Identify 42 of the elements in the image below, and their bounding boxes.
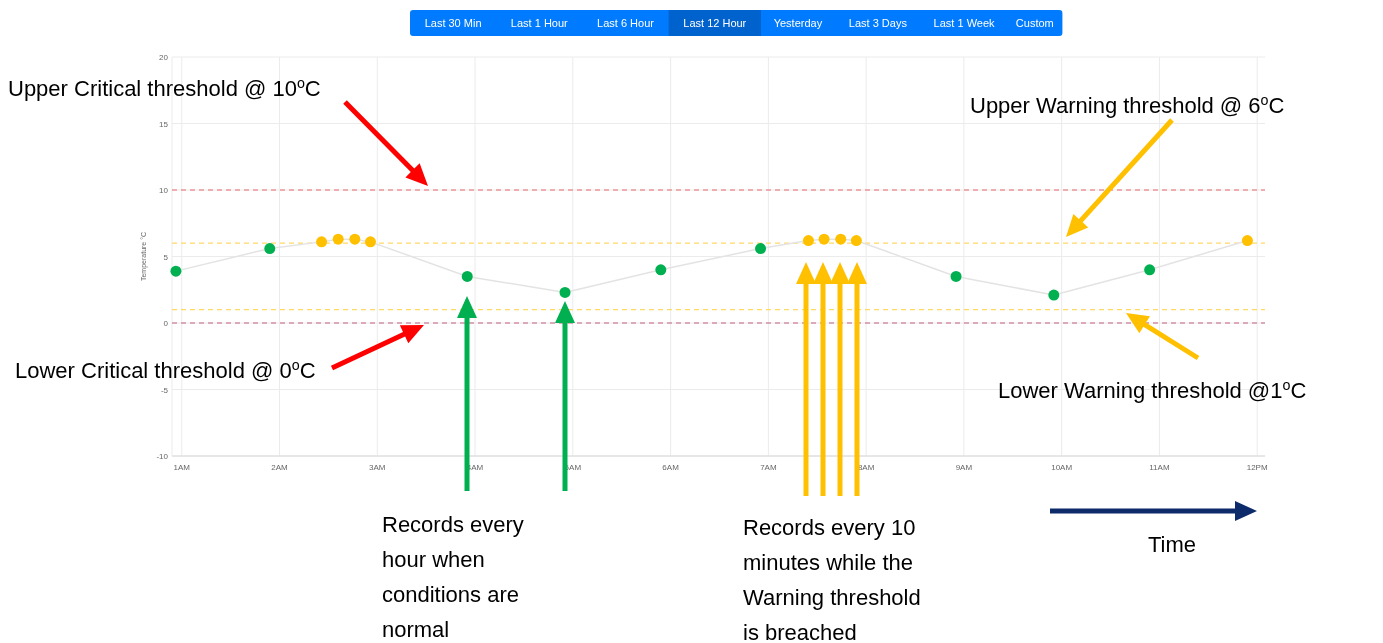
text: Time: [1148, 532, 1197, 557]
y-tick-label: 10: [159, 186, 169, 195]
x-tick-label: 9AM: [955, 463, 973, 472]
point: [170, 265, 182, 277]
y-tick-label: 15: [159, 119, 169, 129]
point: [559, 286, 571, 298]
x-tick-label: 1AM: [173, 463, 191, 472]
y-tick-label: 0: [163, 319, 169, 328]
y-tick-label: 20: [159, 53, 169, 62]
annotation: Upper Warning threshold @ 6$^{o}$C: [970, 92, 1285, 118]
x-tick-label: 12PM: [1246, 463, 1268, 472]
point: [349, 233, 361, 245]
annotation: Lower Warning threshold @1$^{o}$C: [998, 377, 1307, 403]
x-tick-label: 2AM: [271, 463, 289, 472]
text: Records every 10 minutes while the Warning threshold is breached: [743, 515, 921, 643]
point: [264, 243, 276, 255]
y-tick-label: -5: [160, 385, 169, 395]
text: Records every hour when conditions are normal: [382, 512, 524, 642]
point: [332, 233, 344, 245]
point: [1048, 289, 1060, 301]
time-range-toolbar: Last 30 Min Last 1 Hour Last 6 Hour Last 12 Hour Yesterday Last 3 Days Last 1 Week Custom: [410, 10, 1063, 36]
point: [364, 236, 376, 248]
point: [655, 264, 667, 276]
point: [802, 235, 814, 247]
point: [316, 236, 328, 248]
annotation: Upper Critical threshold @ 10$^{o}$C: [8, 75, 321, 101]
point: [818, 233, 830, 245]
point: [461, 270, 473, 282]
x-tick-label: 10AM: [1051, 463, 1073, 472]
point: [1144, 264, 1156, 276]
point: [950, 270, 962, 282]
point: [755, 243, 767, 255]
point: [835, 233, 847, 245]
x-tick-label: 3AM: [369, 463, 386, 472]
annotation: Lower Critical threshold @ 0$^{o}$C: [15, 357, 316, 383]
x-tick-label: 6AM: [662, 463, 680, 472]
x-tick-label: 7AM: [760, 463, 777, 472]
y-tick-label: -10: [156, 452, 169, 461]
x-tick-label: 11AM: [1149, 463, 1170, 472]
point: [1241, 235, 1253, 247]
point: [850, 235, 862, 247]
y-tick-label: 5: [163, 252, 169, 262]
